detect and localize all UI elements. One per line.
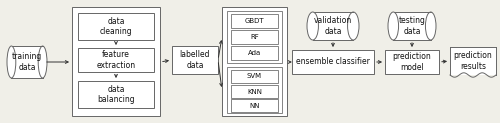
- FancyBboxPatch shape: [450, 47, 496, 75]
- Text: ensemble classifier: ensemble classifier: [296, 57, 370, 67]
- FancyBboxPatch shape: [227, 11, 282, 63]
- Ellipse shape: [307, 12, 318, 40]
- Text: Ada: Ada: [248, 50, 261, 56]
- FancyBboxPatch shape: [12, 46, 42, 78]
- Ellipse shape: [7, 46, 16, 78]
- Text: KNN: KNN: [247, 89, 262, 94]
- Text: feature
extraction: feature extraction: [96, 50, 136, 70]
- FancyBboxPatch shape: [231, 46, 278, 60]
- FancyBboxPatch shape: [385, 50, 439, 74]
- FancyBboxPatch shape: [78, 13, 154, 40]
- Text: labelled
data: labelled data: [180, 50, 210, 70]
- Text: testing
data: testing data: [398, 16, 425, 36]
- Text: data
cleaning: data cleaning: [100, 17, 132, 36]
- Text: training
data: training data: [12, 52, 42, 72]
- Ellipse shape: [348, 12, 359, 40]
- Text: NN: NN: [249, 102, 260, 108]
- Text: data
balancing: data balancing: [97, 85, 135, 104]
- FancyBboxPatch shape: [231, 70, 278, 83]
- FancyBboxPatch shape: [231, 85, 278, 98]
- Text: validation
data: validation data: [314, 16, 352, 36]
- Ellipse shape: [38, 46, 47, 78]
- Text: prediction
model: prediction model: [392, 52, 432, 72]
- FancyBboxPatch shape: [172, 46, 218, 74]
- Text: RF: RF: [250, 34, 259, 40]
- FancyBboxPatch shape: [78, 81, 154, 108]
- Text: prediction
results: prediction results: [454, 51, 492, 71]
- FancyBboxPatch shape: [72, 7, 160, 116]
- Text: GBDT: GBDT: [244, 18, 264, 24]
- FancyBboxPatch shape: [231, 14, 278, 28]
- FancyBboxPatch shape: [292, 50, 374, 74]
- FancyBboxPatch shape: [231, 30, 278, 44]
- FancyBboxPatch shape: [222, 7, 287, 116]
- FancyBboxPatch shape: [78, 48, 154, 72]
- FancyBboxPatch shape: [312, 12, 354, 40]
- FancyBboxPatch shape: [231, 99, 278, 112]
- Ellipse shape: [388, 12, 398, 40]
- Text: SVM: SVM: [247, 74, 262, 79]
- FancyBboxPatch shape: [394, 12, 430, 40]
- Ellipse shape: [426, 12, 436, 40]
- FancyBboxPatch shape: [227, 67, 282, 113]
